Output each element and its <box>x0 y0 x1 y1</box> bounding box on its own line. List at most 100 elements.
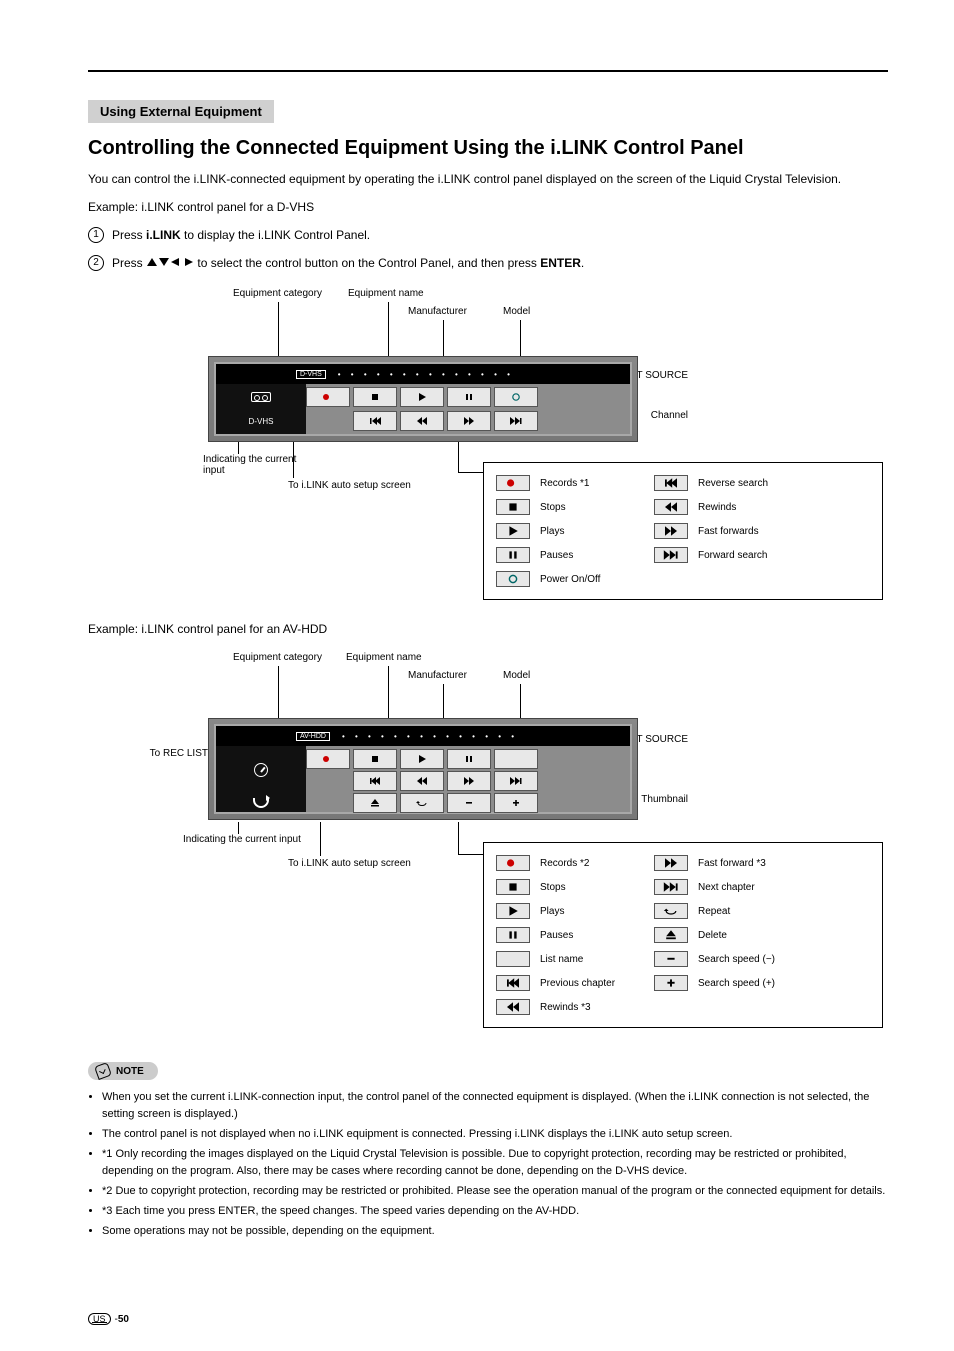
avhdd-legend: Records *2 StopsPlays Pauses List name Previ… <box>483 842 883 1028</box>
panel-btn-skipfwd[interactable] <box>494 411 538 431</box>
legend-label: Pauses <box>540 930 640 941</box>
panel-btn-play[interactable] <box>400 387 444 407</box>
legend-label: Previous chapter <box>540 978 640 989</box>
panel-btn-minus[interactable] <box>447 793 491 813</box>
legend-btn-rec-icon <box>496 855 530 871</box>
step-2-bold: ENTER <box>540 256 581 270</box>
panel-btn-skipback[interactable] <box>353 411 397 431</box>
legend-btn-repeat-icon <box>654 903 688 919</box>
step-2-post: . <box>581 256 584 270</box>
note-item: When you set the current i.LINK-connecti… <box>102 1089 888 1123</box>
panel-btn-repeat[interactable] <box>400 793 444 813</box>
panel-dots: • • • • • • • • • • • • • • <box>342 732 518 741</box>
legend-label: Search speed (+) <box>698 978 798 989</box>
legend-label: Rewinds <box>698 502 798 513</box>
legend-row: Rewinds <box>654 495 798 519</box>
avhdd-heading: Example: i.LINK control panel for an AV-… <box>88 620 888 638</box>
note-label: NOTE <box>116 1066 144 1077</box>
avhdd-diagram: Equipment category Equipment name Manufa… <box>88 646 888 1066</box>
panel-btn-skipback[interactable] <box>353 771 397 791</box>
legend-row: List name <box>496 947 640 971</box>
label-to-ilink: To i.LINK auto setup screen <box>288 858 418 869</box>
panel-btn-play[interactable] <box>400 749 444 769</box>
top-rule <box>88 70 888 72</box>
panel-btn-pause[interactable] <box>447 749 491 769</box>
label-equip-name: Equipment name <box>348 288 424 299</box>
panel-btn-blank[interactable] <box>494 749 538 769</box>
dvhs-panel: D-VHS • • • • • • • • • • • • • • D-VHS <box>208 356 638 442</box>
legend-row: Forward search <box>654 543 798 567</box>
label-equip-name: Equipment name <box>346 652 422 663</box>
dvhs-diagram: Equipment category Equipment name Manufa… <box>88 280 888 620</box>
legend-btn-stop-icon <box>496 879 530 895</box>
panel-btn-rec[interactable] <box>306 387 350 407</box>
legend-btn-ff-icon <box>654 523 688 539</box>
loop-icon <box>253 798 269 808</box>
step-2-mid: to select the control button on the Cont… <box>197 256 540 270</box>
panel-tag: D-VHS <box>296 370 326 379</box>
panel-btn-rew[interactable] <box>400 771 444 791</box>
note-item: *1 Only recording the images displayed o… <box>102 1146 888 1180</box>
legend-btn-minus-icon <box>654 951 688 967</box>
legend-label: Fast forward *3 <box>698 858 798 869</box>
legend-row: Delete <box>654 923 798 947</box>
note-item: *3 Each time you press ENTER, the speed … <box>102 1203 888 1220</box>
panel-btn-power[interactable] <box>494 387 538 407</box>
legend-btn-eject-icon <box>654 927 688 943</box>
legend-label: Forward search <box>698 550 798 561</box>
legend-row: Fast forwards <box>654 519 798 543</box>
legend-btn-pause-icon <box>496 547 530 563</box>
page-number: 50 <box>118 1314 129 1325</box>
panel-btn-skipfwd[interactable] <box>494 771 538 791</box>
disc-icon <box>254 763 268 777</box>
note-item: Some operations may not be possible, dep… <box>102 1223 888 1240</box>
section-label: Using External Equipment <box>88 100 274 123</box>
page-content: Using External Equipment Controlling the… <box>88 70 888 1243</box>
legend-label: Records *2 <box>540 858 640 869</box>
panel-btn-ff[interactable] <box>447 771 491 791</box>
legend-row: Pauses <box>496 923 640 947</box>
legend-row: Pauses <box>496 543 640 567</box>
legend-row: Rewinds *3 <box>496 995 640 1019</box>
step-1-bold: i.LINK <box>146 228 181 242</box>
legend-row: Repeat <box>654 899 798 923</box>
label-model: Model <box>503 306 530 317</box>
legend-btn-pause-icon <box>496 927 530 943</box>
legend-btn-rew-icon <box>496 999 530 1015</box>
legend-row: Stops <box>496 495 640 519</box>
legend-row: Plays <box>496 899 640 923</box>
legend-btn-play-icon <box>496 903 530 919</box>
panel-btn-stop[interactable] <box>353 387 397 407</box>
label-channel: Channel <box>651 410 688 421</box>
step-1-pre: Press <box>112 228 146 242</box>
legend-btn-skipb-icon <box>654 475 688 491</box>
legend-label: Pauses <box>540 550 640 561</box>
legend-label: Next chapter <box>698 882 798 893</box>
step-number: 1 <box>88 227 104 243</box>
example-caption: Example: i.LINK control panel for a D-VH… <box>88 198 888 216</box>
legend-label: Fast forwards <box>698 526 798 537</box>
legend-btn-rew-icon <box>654 499 688 515</box>
panel-btn-stop[interactable] <box>353 749 397 769</box>
panel-btn-eject[interactable] <box>353 793 397 813</box>
panel-btn-ff[interactable] <box>447 411 491 431</box>
panel-btn-rew[interactable] <box>400 411 444 431</box>
legend-label: Records *1 <box>540 478 640 489</box>
step-number: 2 <box>88 255 104 271</box>
legend-row: Plays <box>496 519 640 543</box>
legend-label: Delete <box>698 930 798 941</box>
legend-row: Stops <box>496 875 640 899</box>
step-2-pre: Press <box>112 256 146 270</box>
legend-btn-power-icon <box>496 571 530 587</box>
legend-row: Power On/Off <box>496 567 640 591</box>
page-footer: US - 50 <box>88 1313 129 1325</box>
label-thumbnail: Thumbnail <box>641 794 688 805</box>
panel-btn-plus[interactable] <box>494 793 538 813</box>
region-badge: US <box>88 1313 111 1325</box>
page-title: Controlling the Connected Equipment Usin… <box>88 137 888 160</box>
panel-btn-rec[interactable] <box>306 749 350 769</box>
panel-btn-pause[interactable] <box>447 387 491 407</box>
legend-row: Records *2 <box>496 851 640 875</box>
label-current-input: Indicating the current input <box>203 454 313 476</box>
legend-row: Search speed (+) <box>654 971 798 995</box>
